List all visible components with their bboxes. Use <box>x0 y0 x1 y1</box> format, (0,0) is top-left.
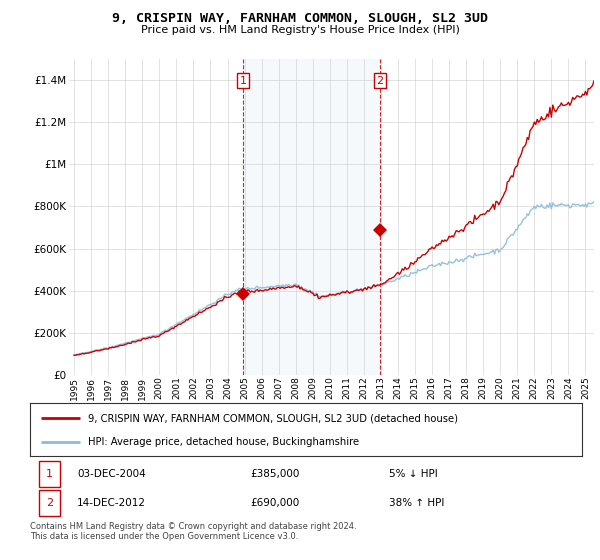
FancyBboxPatch shape <box>39 491 60 516</box>
Text: 2: 2 <box>46 498 53 508</box>
Text: Contains HM Land Registry data © Crown copyright and database right 2024.
This d: Contains HM Land Registry data © Crown c… <box>30 522 356 542</box>
Text: 38% ↑ HPI: 38% ↑ HPI <box>389 498 444 508</box>
Text: 14-DEC-2012: 14-DEC-2012 <box>77 498 146 508</box>
Text: 9, CRISPIN WAY, FARNHAM COMMON, SLOUGH, SL2 3UD (detached house): 9, CRISPIN WAY, FARNHAM COMMON, SLOUGH, … <box>88 413 458 423</box>
Text: HPI: Average price, detached house, Buckinghamshire: HPI: Average price, detached house, Buck… <box>88 436 359 446</box>
Text: 1: 1 <box>240 76 247 86</box>
Text: 5% ↓ HPI: 5% ↓ HPI <box>389 469 437 479</box>
Text: £385,000: £385,000 <box>251 469 300 479</box>
Text: £690,000: £690,000 <box>251 498 300 508</box>
Text: 1: 1 <box>46 469 53 479</box>
FancyBboxPatch shape <box>39 461 60 487</box>
Bar <box>243 59 380 375</box>
Text: 9, CRISPIN WAY, FARNHAM COMMON, SLOUGH, SL2 3UD: 9, CRISPIN WAY, FARNHAM COMMON, SLOUGH, … <box>112 12 488 25</box>
Text: 2: 2 <box>377 76 383 86</box>
Text: Price paid vs. HM Land Registry's House Price Index (HPI): Price paid vs. HM Land Registry's House … <box>140 25 460 35</box>
Text: 03-DEC-2004: 03-DEC-2004 <box>77 469 146 479</box>
